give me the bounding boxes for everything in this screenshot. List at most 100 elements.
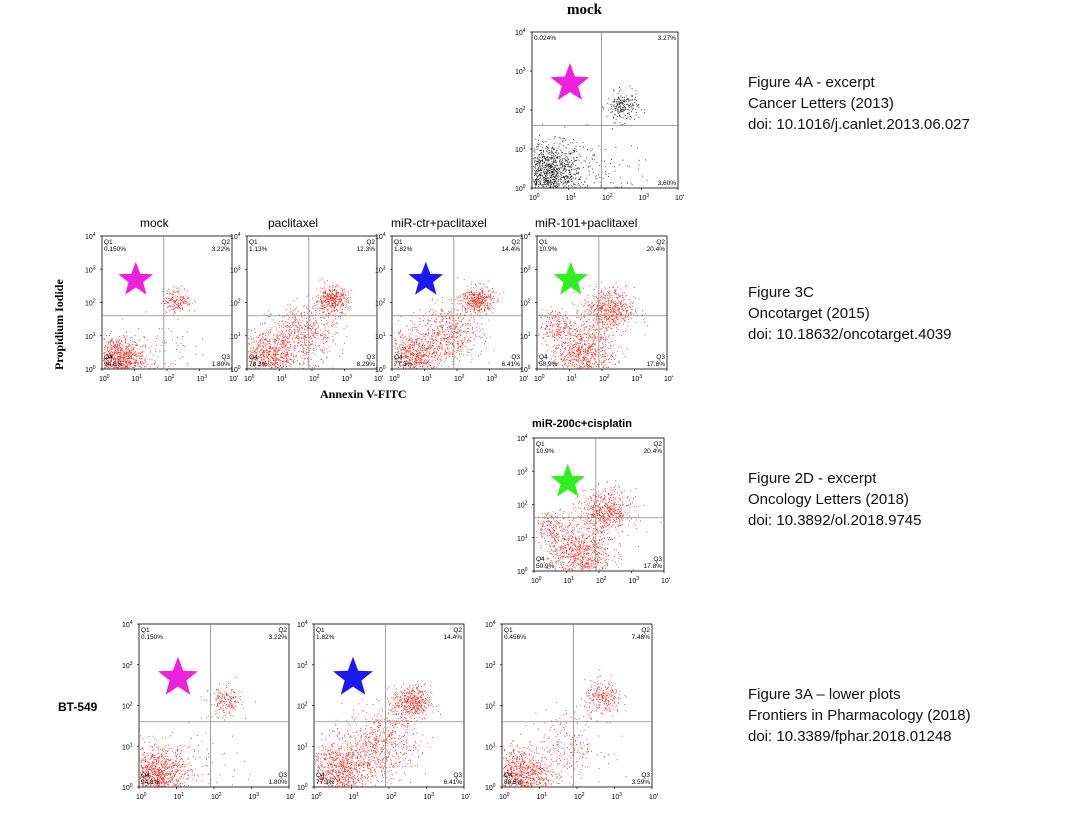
data-point bbox=[106, 362, 108, 364]
data-point bbox=[132, 359, 134, 361]
data-point bbox=[439, 363, 440, 365]
data-point bbox=[628, 106, 630, 108]
data-point bbox=[553, 137, 555, 139]
data-point bbox=[395, 348, 397, 349]
data-point bbox=[183, 296, 184, 298]
data-point bbox=[459, 356, 461, 358]
y-tick-label: 102 bbox=[230, 299, 241, 308]
data-point bbox=[179, 296, 181, 298]
data-point bbox=[541, 150, 542, 151]
data-point bbox=[327, 296, 329, 298]
data-point bbox=[133, 366, 135, 368]
data-point bbox=[460, 332, 462, 334]
data-point bbox=[299, 363, 301, 365]
data-point bbox=[295, 348, 297, 349]
data-point bbox=[134, 363, 136, 365]
data-point bbox=[427, 366, 429, 368]
data-point bbox=[325, 301, 326, 303]
data-point bbox=[262, 344, 264, 346]
data-point bbox=[474, 303, 475, 305]
data-point bbox=[427, 355, 429, 357]
x-tick-label: 100 bbox=[99, 374, 110, 383]
data-point bbox=[298, 328, 300, 330]
y-tick-label: 103 bbox=[230, 265, 241, 274]
data-point bbox=[267, 362, 269, 364]
data-point bbox=[449, 356, 451, 358]
data-point bbox=[251, 352, 253, 353]
data-point bbox=[551, 157, 553, 159]
data-point bbox=[483, 302, 484, 304]
data-point bbox=[478, 297, 480, 299]
data-point bbox=[619, 90, 621, 92]
data-point bbox=[420, 358, 422, 360]
data-point bbox=[427, 350, 429, 352]
data-point bbox=[405, 355, 407, 357]
data-point bbox=[287, 354, 289, 356]
data-point bbox=[131, 336, 133, 338]
data-point bbox=[328, 302, 330, 304]
data-point bbox=[174, 292, 176, 293]
data-point bbox=[120, 340, 122, 342]
data-point bbox=[254, 350, 256, 352]
data-point bbox=[544, 172, 545, 174]
data-point bbox=[288, 364, 290, 366]
data-point bbox=[292, 314, 294, 315]
data-point bbox=[534, 151, 536, 153]
data-point bbox=[351, 290, 353, 292]
data-point bbox=[135, 354, 136, 356]
data-point bbox=[619, 164, 621, 166]
data-point bbox=[573, 163, 574, 165]
data-point bbox=[625, 107, 627, 109]
data-point bbox=[301, 316, 302, 318]
data-point bbox=[330, 306, 332, 308]
data-point bbox=[429, 345, 431, 347]
data-point bbox=[137, 364, 138, 366]
data-point bbox=[314, 303, 316, 304]
fig4a-title: mock bbox=[567, 2, 602, 18]
data-point bbox=[316, 365, 318, 367]
data-point bbox=[539, 176, 541, 178]
data-point bbox=[433, 312, 435, 314]
data-point bbox=[473, 309, 475, 311]
data-point bbox=[323, 316, 324, 318]
data-point bbox=[120, 344, 122, 346]
data-point bbox=[398, 351, 399, 353]
data-point bbox=[546, 180, 548, 182]
data-point bbox=[465, 308, 467, 309]
data-point bbox=[341, 299, 343, 300]
data-point bbox=[332, 294, 333, 296]
data-point bbox=[609, 163, 611, 164]
data-point bbox=[481, 291, 482, 293]
data-point bbox=[300, 345, 302, 346]
data-point bbox=[557, 157, 558, 159]
data-point bbox=[477, 293, 479, 295]
data-point bbox=[451, 351, 453, 353]
data-point bbox=[122, 363, 124, 364]
data-point bbox=[480, 283, 481, 285]
data-point bbox=[278, 359, 280, 361]
data-point bbox=[441, 328, 443, 330]
data-point bbox=[471, 281, 473, 283]
data-point bbox=[336, 294, 338, 296]
data-point bbox=[395, 359, 396, 361]
data-point bbox=[140, 346, 142, 347]
data-point bbox=[544, 182, 546, 184]
data-point bbox=[248, 343, 250, 345]
data-point bbox=[564, 185, 566, 187]
data-point bbox=[591, 158, 593, 160]
data-point bbox=[314, 344, 316, 346]
data-point bbox=[479, 291, 481, 293]
data-point bbox=[133, 365, 135, 367]
data-point bbox=[635, 97, 636, 99]
data-point bbox=[480, 304, 482, 306]
data-point bbox=[619, 106, 620, 108]
data-point bbox=[493, 295, 494, 297]
data-point bbox=[345, 307, 347, 308]
data-point bbox=[401, 356, 403, 357]
data-point bbox=[546, 157, 548, 159]
data-point bbox=[547, 179, 549, 181]
data-point bbox=[141, 361, 143, 362]
data-point bbox=[398, 361, 400, 363]
data-point bbox=[448, 316, 450, 318]
data-point bbox=[137, 362, 139, 364]
